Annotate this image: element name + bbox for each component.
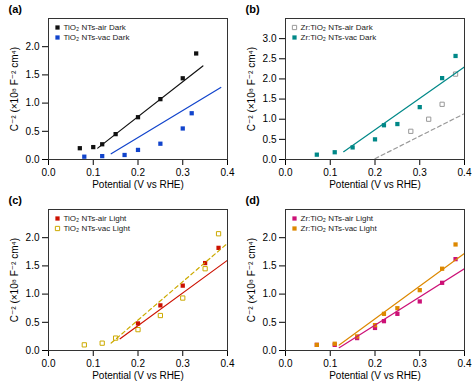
svg-text:Potential (V vs RHE): Potential (V vs RHE) [92, 370, 184, 381]
svg-text:TiO₂ NTs-air Dark: TiO₂ NTs-air Dark [64, 23, 127, 32]
svg-text:2.0: 2.0 [26, 232, 40, 243]
svg-text:0.0: 0.0 [279, 167, 293, 178]
svg-text:0.2: 0.2 [131, 358, 145, 369]
svg-text:1.0: 1.0 [26, 97, 40, 108]
svg-text:1.0: 1.0 [263, 113, 277, 124]
svg-text:0.2: 0.2 [368, 167, 382, 178]
svg-text:C⁻² (×10⁸ F⁻² cm⁴): C⁻² (×10⁸ F⁻² cm⁴) [246, 47, 257, 131]
svg-text:C⁻² (×10⁸ F⁻² cm⁴): C⁻² (×10⁸ F⁻² cm⁴) [9, 47, 20, 131]
svg-text:C⁻² (×10⁸ F⁻² cm⁴): C⁻² (×10⁸ F⁻² cm⁴) [246, 238, 257, 322]
svg-text:1.5: 1.5 [263, 93, 277, 104]
svg-text:Potential (V vs RHE): Potential (V vs RHE) [329, 179, 421, 190]
svg-text:(b): (b) [246, 3, 260, 15]
svg-text:0.5: 0.5 [263, 134, 277, 145]
svg-text:0.2: 0.2 [368, 358, 382, 369]
svg-text:0.3: 0.3 [413, 358, 427, 369]
svg-text:Potential (V vs RHE): Potential (V vs RHE) [329, 370, 421, 381]
svg-text:0.0: 0.0 [26, 345, 40, 356]
svg-text:1.0: 1.0 [263, 288, 277, 299]
svg-text:0.0: 0.0 [263, 154, 277, 165]
svg-text:(c): (c) [9, 194, 23, 206]
svg-text:TiO₂ NTs-air Light: TiO₂ NTs-air Light [64, 214, 128, 223]
svg-text:0.3: 0.3 [413, 167, 427, 178]
svg-text:2.0: 2.0 [263, 73, 277, 84]
svg-text:TiO₂ NTs-vac Light: TiO₂ NTs-vac Light [64, 224, 131, 233]
svg-text:0.1: 0.1 [323, 358, 337, 369]
svg-text:0.1: 0.1 [323, 167, 337, 178]
svg-text:0.0: 0.0 [42, 167, 56, 178]
svg-text:Potential (V vs RHE): Potential (V vs RHE) [92, 179, 184, 190]
svg-text:1.5: 1.5 [26, 260, 40, 271]
svg-text:1.5: 1.5 [263, 260, 277, 271]
svg-text:2.0: 2.0 [263, 232, 277, 243]
svg-text:0.4: 0.4 [221, 167, 235, 178]
svg-text:C⁻² (×10⁸ F⁻² cm⁴): C⁻² (×10⁸ F⁻² cm⁴) [9, 238, 20, 322]
svg-text:1.0: 1.0 [26, 288, 40, 299]
svg-text:2.0: 2.0 [26, 41, 40, 52]
svg-text:0.1: 0.1 [86, 167, 100, 178]
svg-text:0.0: 0.0 [26, 154, 40, 165]
svg-text:0.0: 0.0 [263, 345, 277, 356]
svg-text:0.1: 0.1 [86, 358, 100, 369]
svg-text:(a): (a) [9, 3, 23, 15]
svg-text:0.3: 0.3 [176, 167, 190, 178]
svg-text:0.0: 0.0 [279, 358, 293, 369]
svg-text:1.5: 1.5 [26, 69, 40, 80]
svg-text:0.5: 0.5 [26, 126, 40, 137]
svg-text:Zr:TiO₂ NTs-air Light: Zr:TiO₂ NTs-air Light [301, 214, 374, 223]
svg-text:0.5: 0.5 [26, 317, 40, 328]
svg-text:Zr:TiO₂ NTs-vac Dark: Zr:TiO₂ NTs-vac Dark [301, 33, 378, 42]
svg-text:0.5: 0.5 [263, 317, 277, 328]
svg-text:3.0: 3.0 [263, 33, 277, 44]
svg-text:0.2: 0.2 [131, 167, 145, 178]
svg-text:Zr:TiO₂ NTs-air Dark: Zr:TiO₂ NTs-air Dark [301, 23, 374, 32]
svg-text:0.4: 0.4 [458, 167, 472, 178]
svg-text:0.4: 0.4 [458, 358, 472, 369]
svg-text:(d): (d) [246, 194, 260, 206]
svg-text:0.4: 0.4 [221, 358, 235, 369]
svg-text:TiO₂ NTs-vac Dark: TiO₂ NTs-vac Dark [64, 33, 131, 42]
svg-text:Zr:TiO₂ NTs-vac Light: Zr:TiO₂ NTs-vac Light [301, 224, 378, 233]
svg-text:2.5: 2.5 [263, 53, 277, 64]
svg-text:0.0: 0.0 [42, 358, 56, 369]
svg-text:0.3: 0.3 [176, 358, 190, 369]
